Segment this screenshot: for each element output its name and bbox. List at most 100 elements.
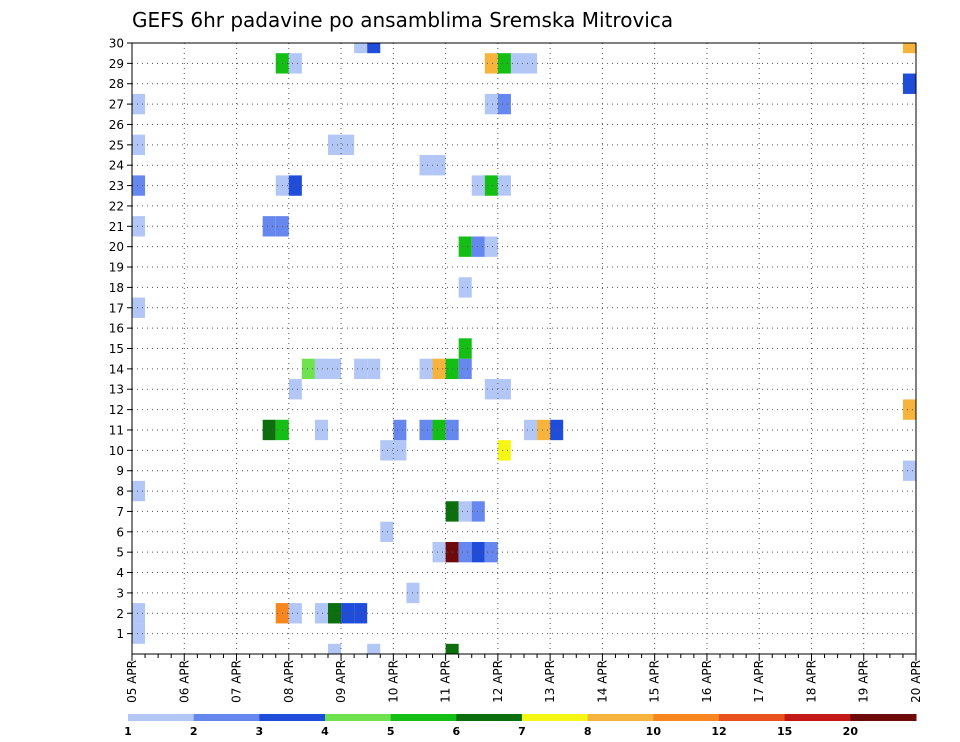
heatmap-cell xyxy=(471,236,485,257)
y-tick-label: 8 xyxy=(116,485,124,499)
heatmap-cell xyxy=(354,358,368,380)
heatmap-cell xyxy=(471,175,485,196)
y-tick-label: 22 xyxy=(109,199,124,213)
legend-swatch xyxy=(325,714,392,721)
legend-label: 8 xyxy=(584,725,592,738)
heatmap-cell xyxy=(328,358,342,380)
legend-label: 3 xyxy=(256,725,264,738)
y-tick-label: 10 xyxy=(109,444,124,458)
y-tick-label: 19 xyxy=(109,261,124,275)
heatmap-cell xyxy=(537,419,551,441)
y-tick-label: 12 xyxy=(109,403,124,417)
y-tick-label: 5 xyxy=(116,546,124,560)
legend-label: 2 xyxy=(190,725,198,738)
heatmap-cell xyxy=(393,440,407,461)
x-tick-label: 13 APR xyxy=(543,660,557,703)
x-tick-label: 06 APR xyxy=(177,660,191,703)
heatmap-cell xyxy=(497,175,511,196)
legend-label: 7 xyxy=(518,725,526,738)
heatmap-cell xyxy=(328,134,342,156)
heatmap-cell xyxy=(328,603,342,624)
legend-swatch xyxy=(522,714,589,721)
heatmap-cell xyxy=(497,53,511,74)
legend-swatch xyxy=(193,714,260,721)
heatmap-cell xyxy=(497,93,511,115)
heatmap-cell xyxy=(419,419,433,441)
heatmap-cell xyxy=(458,358,472,380)
x-tick-label: 14 APR xyxy=(595,660,609,703)
heatmap-cell xyxy=(132,480,146,502)
heatmap-cell xyxy=(484,541,498,563)
heatmap-cell xyxy=(497,440,511,461)
heatmap-cell xyxy=(288,603,302,624)
x-axis: 05 APR 06 APR 07 APR 08 APR 09 APR 10 APR 11 A… xyxy=(125,654,923,703)
y-tick-label: 16 xyxy=(109,322,124,336)
heatmap-cell xyxy=(484,53,498,74)
heatmap-cell xyxy=(132,216,146,237)
heatmap-cell xyxy=(902,399,916,420)
legend-label: 6 xyxy=(453,725,461,738)
heatmap-cell xyxy=(262,216,276,237)
y-tick-label: 21 xyxy=(109,220,124,234)
heatmap-cell xyxy=(314,603,328,624)
heatmap-cell xyxy=(380,521,394,542)
heatmap-cell xyxy=(419,358,433,380)
legend-label: 5 xyxy=(387,725,395,738)
legend-swatch xyxy=(456,714,523,721)
heatmap-cell xyxy=(484,175,498,196)
heatmap-cell xyxy=(484,236,498,257)
heatmap-cell xyxy=(301,358,315,380)
legend-swatch xyxy=(850,714,917,721)
y-tick-label: 26 xyxy=(109,118,124,132)
heatmap-cell xyxy=(484,379,498,400)
heatmap-cell xyxy=(524,53,538,74)
legend-swatch xyxy=(259,714,326,721)
heatmap-cell xyxy=(458,338,472,359)
y-tick-label: 28 xyxy=(109,77,124,91)
heatmap-cell xyxy=(458,541,472,563)
heatmap-cell xyxy=(367,43,381,54)
x-tick-label: 19 APR xyxy=(857,660,871,703)
x-tick-label: 05 APR xyxy=(125,660,139,703)
heatmap-cell xyxy=(288,53,302,74)
y-tick-label: 3 xyxy=(116,586,124,600)
heatmap-cell xyxy=(380,440,394,461)
x-tick-label: 07 APR xyxy=(230,660,244,703)
heatmap-cell xyxy=(432,358,446,380)
heatmap-cell xyxy=(458,236,472,257)
heatmap-cell xyxy=(288,379,302,400)
y-tick-label: 2 xyxy=(116,607,124,621)
heatmap-cell xyxy=(132,93,146,115)
y-tick-label: 25 xyxy=(109,138,124,152)
y-tick-label: 17 xyxy=(109,301,124,315)
heatmap-cell xyxy=(471,541,485,563)
heatmap-cell xyxy=(432,155,446,176)
y-tick-label: 7 xyxy=(116,505,124,519)
x-tick-label: 17 APR xyxy=(752,660,766,703)
heatmap-cell xyxy=(132,134,146,156)
heatmap-cell xyxy=(902,73,916,94)
legend-swatch xyxy=(587,714,654,721)
heatmap-cell xyxy=(354,43,368,54)
heatmap-cell xyxy=(432,541,446,563)
heatmap-cell xyxy=(132,175,146,196)
y-tick-label: 24 xyxy=(109,159,124,173)
x-tick-label: 12 APR xyxy=(491,660,505,703)
heatmap-cell xyxy=(902,460,916,481)
heatmap-cell xyxy=(497,379,511,400)
heatmap-cell xyxy=(367,358,381,380)
heatmap-cell xyxy=(132,603,146,624)
x-tick-label: 20 APR xyxy=(909,660,923,703)
heatmap-cell xyxy=(458,501,472,522)
x-tick-label: 10 APR xyxy=(386,660,400,703)
legend-swatch xyxy=(390,714,457,721)
legend-label: 1 xyxy=(124,725,132,738)
y-tick-label: 23 xyxy=(109,179,124,193)
y-tick-label: 9 xyxy=(116,464,124,478)
legend-label: 20 xyxy=(843,725,859,738)
heatmap-cell xyxy=(132,623,146,644)
heatmap-cell xyxy=(393,419,407,441)
y-axis: 1234567891011121314151617181920212223242… xyxy=(109,37,132,641)
y-tick-label: 18 xyxy=(109,281,124,295)
